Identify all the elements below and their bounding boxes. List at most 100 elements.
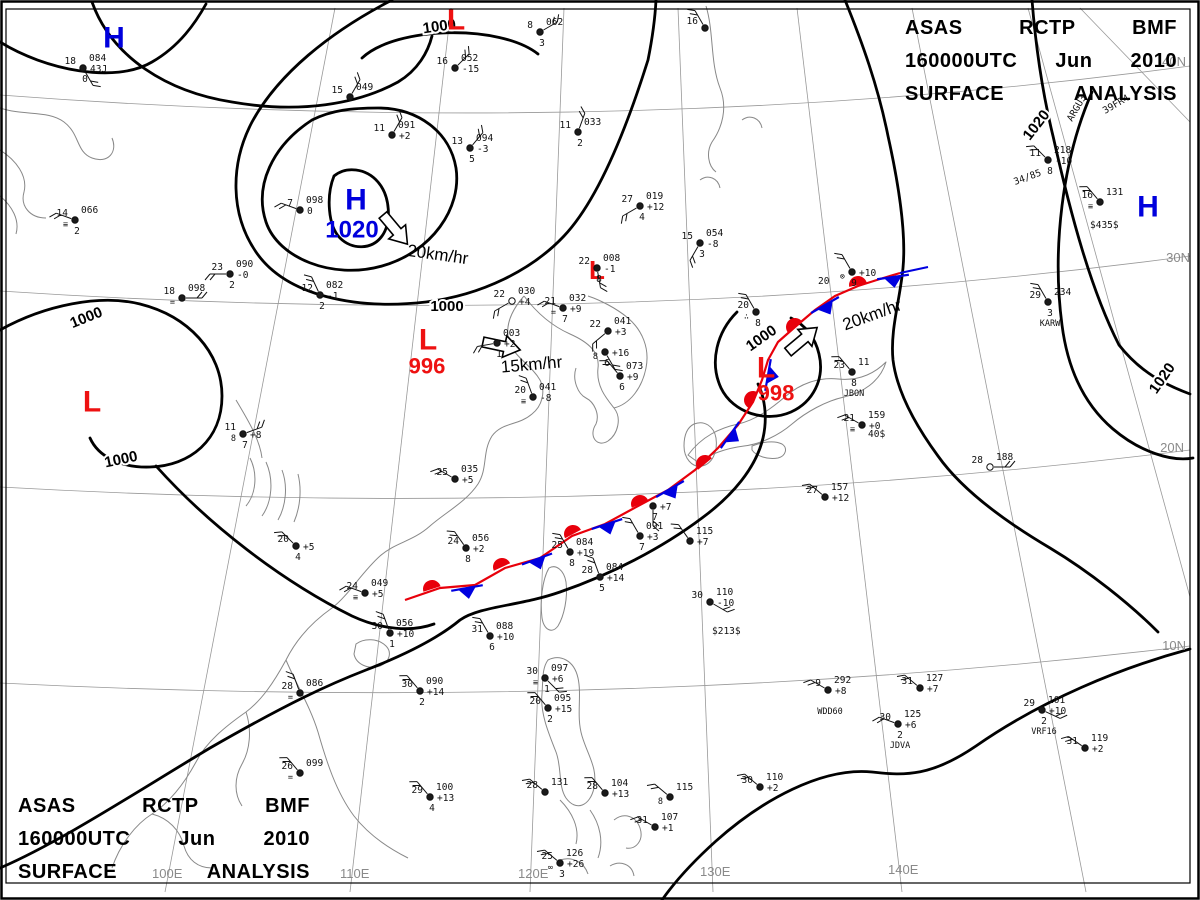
- graticule-labels: 40N 30N 20N 10N 100E 110E 120E 130E 140E: [152, 54, 1190, 881]
- wind-barb-feather: [807, 682, 816, 686]
- wind-barb-feather: [497, 308, 500, 317]
- station-pressure: 159: [868, 410, 885, 421]
- wind-barb-icon: [592, 333, 606, 352]
- wind-barb-feather: [282, 761, 291, 763]
- station-temperature: 21: [545, 296, 557, 307]
- station-plot: 23 090-02: [204, 259, 253, 291]
- wind-barb-feather: [727, 608, 735, 613]
- station-plot: 21 032+97 =: [537, 293, 586, 325]
- station-tendency: +13: [612, 789, 629, 800]
- wind-barb-feather: [620, 215, 624, 224]
- longitude-label: 120E: [518, 866, 549, 881]
- front-line-tail: [899, 266, 929, 274]
- wind-barb-feather: [196, 291, 203, 299]
- isobar-line: [0, 298, 224, 469]
- station-plot: 11 091+2: [374, 110, 415, 142]
- station-circle-icon: [536, 28, 544, 36]
- title-word: SURFACE: [18, 861, 118, 883]
- station-temperature: 8: [527, 20, 533, 31]
- wind-barb-feather: [434, 471, 443, 475]
- isobar-line: [261, 106, 459, 272]
- coastline: [0, 107, 115, 235]
- station-circle-icon: [79, 64, 87, 72]
- station-cloud-value: 6: [604, 358, 610, 369]
- isobar-value-label: 1000: [68, 304, 105, 332]
- wind-barb-icon: [536, 849, 558, 861]
- wind-barb-shaft: [84, 71, 94, 86]
- station-cloud-value: 3: [1047, 308, 1053, 319]
- wind-barb-feather: [722, 606, 731, 610]
- station-plot: 11 +878: [225, 419, 265, 451]
- station-circle-icon: [346, 93, 354, 101]
- wind-barb-feather: [201, 291, 208, 299]
- title-line-3: SURFACE ANALYSIS: [905, 80, 1177, 109]
- station-circle-icon: [541, 788, 549, 796]
- station-temperature: 14: [57, 208, 69, 219]
- wind-barb-feather: [92, 84, 101, 88]
- station-temperature: 11: [225, 422, 237, 433]
- wind-barb-feather: [687, 8, 696, 12]
- wind-barb-feather: [209, 273, 216, 281]
- wind-barb-feather: [541, 302, 550, 308]
- station-temperature: 18: [65, 56, 77, 67]
- coastline: [705, 5, 725, 173]
- wind-barb-shaft: [472, 132, 484, 146]
- wind-barb-shaft: [713, 603, 728, 613]
- station-tendency: -8: [540, 393, 552, 404]
- station-tendency: +10: [1049, 706, 1066, 717]
- wind-barb-shaft: [654, 783, 668, 795]
- meridian-line: [796, 7, 903, 893]
- wind-barb-feather: [520, 379, 529, 384]
- station-circle-icon: [601, 348, 609, 356]
- wind-barb-icon: [896, 674, 918, 686]
- station-temperature: 26: [282, 761, 294, 772]
- wind-barb-shaft: [744, 773, 758, 785]
- station-plot: 24 056+28: [446, 530, 489, 565]
- station-weather-symbol: ≡: [353, 593, 358, 603]
- station-tendency: +2: [473, 544, 484, 555]
- station-pressure: 234: [1054, 287, 1071, 298]
- station-tendency: +10: [497, 632, 514, 643]
- isobar-value-label: 1000: [103, 448, 139, 472]
- wind-barb-feather: [261, 419, 265, 428]
- wind-barb-feather: [630, 816, 638, 821]
- title-word: Jun: [178, 828, 216, 850]
- station-temperature: 24: [347, 581, 359, 592]
- station-temperature: 30: [372, 621, 384, 632]
- wind-barb-icon: [552, 532, 569, 549]
- wind-barb-icon: [49, 212, 72, 220]
- station-temperature: 22: [579, 256, 590, 267]
- station-pressure: 049: [371, 578, 388, 589]
- station-pressure: 098: [188, 283, 205, 294]
- station-plot: 31 088+106: [472, 616, 514, 653]
- latitude-label: 40N: [1162, 54, 1186, 69]
- station-cloud-value: 2: [1041, 716, 1047, 727]
- wind-barb-icon: [834, 252, 851, 269]
- station-tendency: +2: [504, 339, 515, 350]
- station-cloud-value: 7: [562, 314, 568, 325]
- wind-barb-shaft: [597, 271, 601, 288]
- wind-barb-shaft: [809, 483, 823, 495]
- wind-barb-icon: [543, 14, 560, 31]
- station-plot: 115 8: [646, 782, 693, 807]
- wind-barb-icon: [584, 777, 603, 791]
- wind-barb-feather: [53, 214, 62, 220]
- station-temperature: 30: [527, 666, 539, 677]
- wind-barb-feather: [625, 213, 628, 222]
- wind-barb-shaft: [1045, 711, 1061, 719]
- wind-barb-feather: [527, 692, 536, 694]
- wind-barb-feather: [446, 530, 455, 533]
- wind-barb-feather: [1009, 460, 1016, 468]
- station-weather-symbol: ≡: [850, 425, 855, 435]
- station-temperature: 24: [448, 536, 460, 547]
- wind-barb-icon: [472, 124, 484, 146]
- station-pressure: 115: [696, 526, 713, 537]
- high-pressure-symbol: H: [103, 22, 125, 55]
- station-cloud-value: 8: [569, 558, 575, 569]
- station-pressure: 094: [476, 133, 493, 144]
- station-temperature: 12: [302, 283, 313, 294]
- coastline: [235, 399, 301, 523]
- wind-barb-icon: [578, 106, 586, 129]
- station-tendency: +9: [570, 304, 582, 315]
